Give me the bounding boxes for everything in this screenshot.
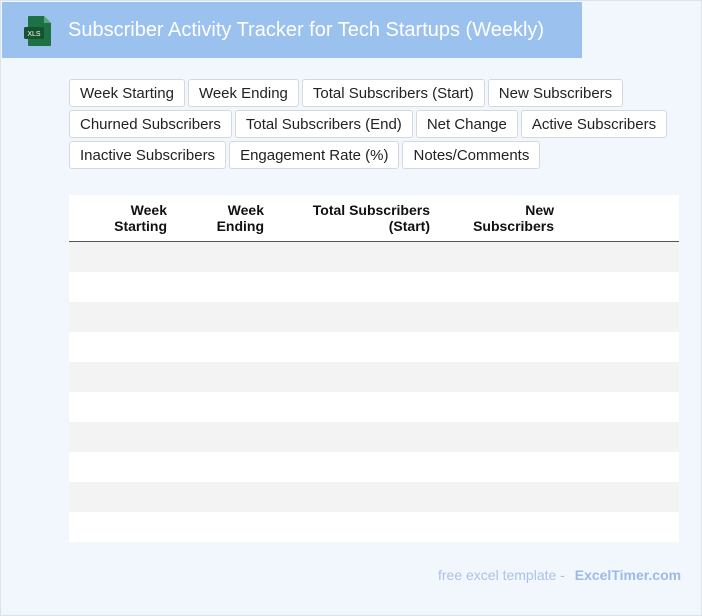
- table-cell[interactable]: [167, 302, 264, 332]
- column-header-line: (Start): [388, 218, 430, 234]
- column-chip[interactable]: Week Ending: [187, 79, 299, 107]
- table-cell[interactable]: [167, 422, 264, 452]
- table-cell[interactable]: [264, 241, 430, 272]
- column-chip[interactable]: Total Subscribers (End): [234, 110, 413, 138]
- column-header-line: Starting: [114, 218, 167, 234]
- table-cell[interactable]: [430, 272, 554, 302]
- table-cell[interactable]: [430, 452, 554, 482]
- column-header: Week Ending: [167, 195, 264, 242]
- table-cell[interactable]: [167, 392, 264, 422]
- column-header: New Subscribers: [430, 195, 554, 242]
- footer-brand-link[interactable]: ExcelTimer.com: [574, 567, 682, 583]
- table-cell[interactable]: [69, 392, 167, 422]
- table-cell[interactable]: [167, 512, 264, 542]
- column-chip[interactable]: Active Subscribers: [520, 110, 668, 138]
- table-cell[interactable]: [430, 302, 554, 332]
- table-cell[interactable]: [554, 392, 679, 422]
- table-row: [69, 392, 679, 422]
- column-header: Week Starting: [69, 195, 167, 242]
- column-header-line: Ending: [216, 218, 264, 234]
- table-cell[interactable]: [264, 512, 430, 542]
- column-chip[interactable]: Total Subscribers (Start): [301, 79, 485, 107]
- table-cell[interactable]: [430, 392, 554, 422]
- column-header-line: Week: [227, 202, 264, 218]
- table-cell[interactable]: [264, 272, 430, 302]
- column-chip[interactable]: Notes/Comments: [402, 141, 541, 169]
- table-cell[interactable]: [554, 482, 679, 512]
- table-row: [69, 362, 679, 392]
- column-header-line: New: [525, 202, 554, 218]
- table-cell[interactable]: [554, 272, 679, 302]
- table-cell[interactable]: [264, 362, 430, 392]
- column-chip[interactable]: Inactive Subscribers: [69, 141, 227, 169]
- table-cell[interactable]: [430, 482, 554, 512]
- table-row: [69, 422, 679, 452]
- title-banner: XLS Subscriber Activity Tracker for Tech…: [2, 2, 582, 58]
- table-cell[interactable]: [430, 422, 554, 452]
- table-cell[interactable]: [167, 272, 264, 302]
- table-cell[interactable]: [554, 332, 679, 362]
- footer-text: free excel template -: [438, 567, 565, 583]
- table-cell[interactable]: [69, 272, 167, 302]
- table-cell[interactable]: [430, 362, 554, 392]
- table-cell[interactable]: [264, 332, 430, 362]
- column-header-line: Total Subscribers: [312, 202, 430, 218]
- table-row: [69, 482, 679, 512]
- column-chip-list: Week Starting Week Ending Total Subscriber…: [69, 79, 669, 169]
- table-cell[interactable]: [554, 512, 679, 542]
- column-header-line: Subscribers: [473, 218, 554, 234]
- table-cell[interactable]: [554, 452, 679, 482]
- table-cell[interactable]: [69, 332, 167, 362]
- table-cell[interactable]: [264, 302, 430, 332]
- table-cell[interactable]: [264, 482, 430, 512]
- table-cell[interactable]: [264, 422, 430, 452]
- table-cell[interactable]: [430, 332, 554, 362]
- column-chip[interactable]: Churned Subscribers: [69, 110, 232, 138]
- column-chip[interactable]: Engagement Rate (%): [229, 141, 400, 169]
- table-cell[interactable]: [264, 452, 430, 482]
- data-table: Week Starting Week Ending Total Subscribers(…: [69, 195, 679, 542]
- svg-text:XLS: XLS: [27, 31, 41, 38]
- table-cell[interactable]: [167, 332, 264, 362]
- column-header: Total Subscribers (Start): [264, 195, 430, 242]
- table-cell[interactable]: [167, 452, 264, 482]
- table-cell[interactable]: [167, 362, 264, 392]
- table-row: [69, 512, 679, 542]
- table-cell[interactable]: [554, 362, 679, 392]
- table-cell[interactable]: [69, 422, 167, 452]
- table-cell[interactable]: [554, 302, 679, 332]
- column-header-line: Churned: [554, 202, 679, 218]
- table-row: [69, 302, 679, 332]
- table-cell[interactable]: [69, 362, 167, 392]
- table-row: [69, 452, 679, 482]
- table-cell[interactable]: [554, 241, 679, 272]
- page-title: Subscriber Activity Tracker for Tech Sta…: [68, 19, 545, 41]
- table-cell[interactable]: [69, 482, 167, 512]
- table-cell[interactable]: [430, 241, 554, 272]
- table-cell[interactable]: [69, 512, 167, 542]
- table-cell[interactable]: [430, 512, 554, 542]
- table-row: [69, 241, 679, 272]
- table-cell[interactable]: [554, 422, 679, 452]
- table-cell[interactable]: [167, 241, 264, 272]
- table-header-row: Week Starting Week Ending Total Subscribers(…: [69, 195, 679, 242]
- table-row: [69, 272, 679, 302]
- table-row: [69, 332, 679, 362]
- column-chip[interactable]: Week Starting: [69, 79, 185, 107]
- column-header-line: Week: [130, 202, 167, 218]
- xls-file-icon: XLS: [24, 16, 51, 46]
- column-chip[interactable]: New Subscribers: [487, 79, 624, 107]
- column-chip[interactable]: Net Change: [415, 110, 518, 138]
- table-cell[interactable]: [264, 392, 430, 422]
- footer-credit: free excel template - ExcelTimer.com: [438, 567, 681, 583]
- table-cell[interactable]: [69, 241, 167, 272]
- table-cell[interactable]: [69, 302, 167, 332]
- table-cell[interactable]: [69, 452, 167, 482]
- column-header-line: Subscribers: [554, 218, 679, 234]
- table-cell[interactable]: [167, 482, 264, 512]
